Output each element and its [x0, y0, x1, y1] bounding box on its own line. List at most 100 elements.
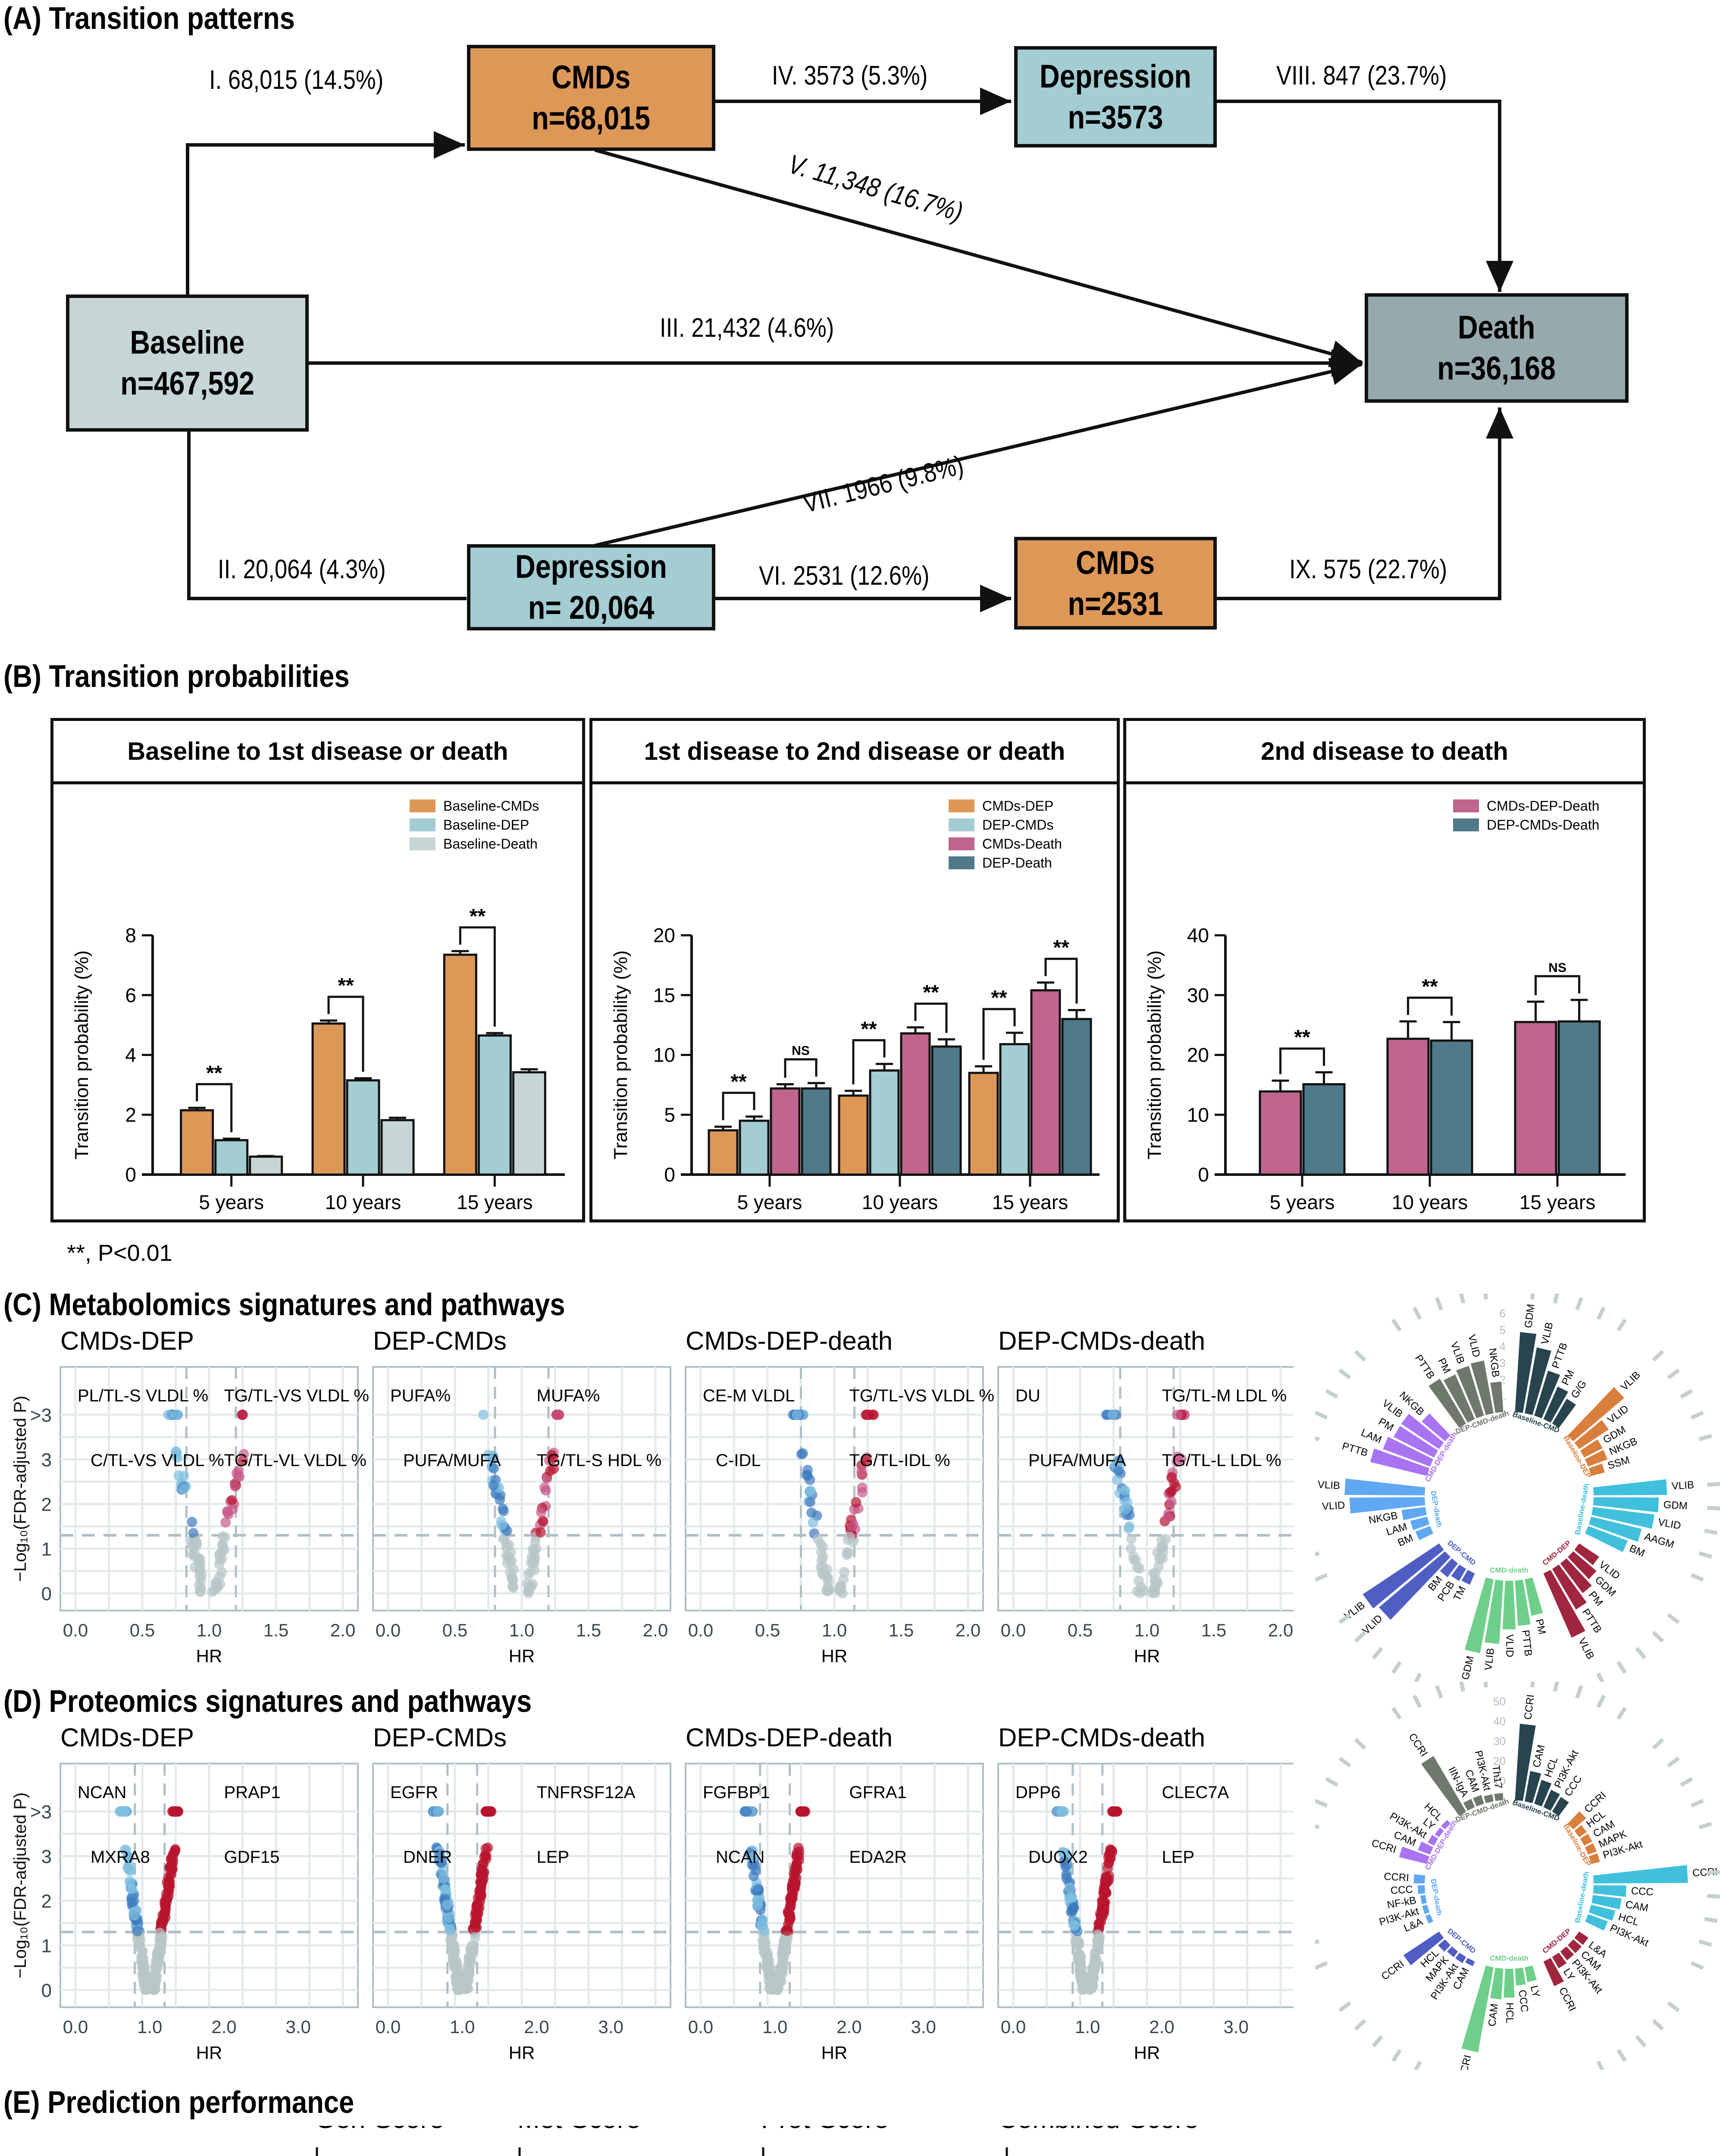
pathway-bar	[1501, 1579, 1517, 1630]
pathway-bar	[1420, 1412, 1452, 1443]
volcano-point	[168, 1848, 179, 1859]
pathway-bar	[1378, 1550, 1452, 1621]
pathway-bar	[1419, 1894, 1428, 1905]
x-tick-label: 15 years	[1519, 1191, 1595, 1213]
volcano-point	[507, 1573, 517, 1583]
volcano-point	[1128, 1554, 1139, 1565]
pathway-bar	[1442, 1373, 1476, 1424]
pathway-label: CCRI	[1557, 1985, 1578, 2013]
forest-panel-title: Met-Score	[517, 2126, 641, 2134]
legend-swatch	[949, 818, 974, 831]
pathway-bar	[1450, 1563, 1467, 1583]
edge-I	[186, 131, 465, 295]
pathway-bar	[1427, 1377, 1467, 1429]
outer-ring-dash	[1707, 1894, 1720, 1899]
bar	[380, 1119, 415, 1176]
legend-swatch	[410, 837, 435, 850]
box-count: n=467,592	[120, 365, 254, 402]
legend-swatch	[949, 799, 974, 812]
pathway-label: VLIB	[1618, 1369, 1642, 1393]
y-tick-label: 5	[664, 1103, 675, 1126]
bar	[869, 1069, 900, 1176]
significance-label: **	[730, 1070, 747, 1093]
legend-label: CMDs-Death	[982, 836, 1062, 852]
volcano-point	[179, 1483, 189, 1494]
pathway-bar	[1588, 1852, 1601, 1865]
pathway-label: PM	[1435, 1356, 1453, 1375]
x-axis-label: HR	[196, 1646, 222, 1666]
x-tick-label: 10 years	[862, 1191, 938, 1213]
volcano-annotation-label: GFRA1	[849, 1783, 907, 1802]
significance-label: **	[470, 905, 486, 928]
x-tick-label: 15 years	[457, 1191, 533, 1213]
outer-ring-dash	[1338, 1613, 1351, 1624]
significance-bracket	[1535, 975, 1580, 996]
forest-panel-title: Gen-Score	[315, 2126, 444, 2134]
significance-bracket	[982, 1008, 1016, 1060]
volcano-panel: NCAN MXRA8 PRAP1 GDF15	[60, 1763, 359, 2008]
volcano-point	[472, 1915, 482, 1926]
volcano-point	[179, 1471, 189, 1482]
volcano-title: CMDs-DEP	[60, 1725, 194, 1752]
volcano-point	[154, 1934, 165, 1945]
pathway-bar	[1573, 1824, 1588, 1839]
outer-ring-dash	[1413, 1307, 1422, 1320]
volcano-point	[808, 1517, 818, 1528]
pathway-label: CCC	[1516, 1989, 1530, 2013]
outer-ring-dash	[1483, 1682, 1488, 1688]
pathway-bar	[1454, 1951, 1467, 1965]
volcano-point	[789, 1880, 799, 1891]
volcano-panel: DPP6 DUOX2 CLEC7A LEP	[997, 1763, 1294, 2008]
x-tick-label: 0.0	[376, 2017, 401, 2037]
significance-bracket	[1407, 997, 1453, 1016]
volcano-point	[1153, 1561, 1164, 1572]
bar	[1259, 1090, 1302, 1176]
significance-label: NS	[792, 1044, 810, 1058]
pathway-label: CCRI	[1522, 1694, 1537, 1720]
outer-ring-dash	[1680, 1389, 1693, 1399]
x-tick-label: 2.0	[524, 2017, 549, 2037]
volcano-point	[445, 1925, 455, 1936]
pathway-label: CCC	[1390, 1883, 1413, 1896]
bar	[838, 1094, 869, 1176]
x-tick-label: 5 years	[737, 1191, 802, 1213]
pathway-bar	[1413, 1873, 1426, 1884]
volcano-annotation-label: MXRA8	[91, 1848, 150, 1867]
bar	[1430, 1039, 1473, 1176]
volcano-annotation-label: GDF15	[224, 1848, 280, 1867]
pathway-bar	[1573, 1542, 1601, 1567]
volcano-annotation-label: TG/TL-M LDL %	[1162, 1386, 1287, 1405]
volcano-annotation-label: PL/TL-S VLDL %	[78, 1386, 208, 1405]
volcano-title: DEP-CMDs	[373, 1725, 507, 1752]
bar	[1030, 989, 1061, 1176]
volcano-point	[777, 1969, 788, 1980]
y-tick-label: 30	[1187, 984, 1209, 1006]
y-tick-label: 2	[41, 1494, 52, 1515]
volcano-panel: CE-M VLDL C-IDL TG/TL-VS VLDL % TG/TL-IDL %	[685, 1366, 994, 1611]
volcano-point	[1087, 1968, 1097, 1979]
group-label: CMD-death	[1490, 1954, 1529, 1962]
outer-ring-dash	[1315, 1939, 1320, 1945]
pathway-label: LAM	[1359, 1427, 1383, 1446]
x-tick-label: 15 years	[992, 1191, 1068, 1213]
pathway-bar	[1566, 1938, 1583, 1955]
edge-label-II: II. 20,064 (4.3%)	[218, 555, 386, 584]
volcano-point	[779, 1950, 789, 1961]
outer-ring-dash	[1575, 1685, 1583, 1699]
significance-bracket	[1044, 958, 1078, 1004]
volcano-point	[794, 1846, 805, 1857]
volcano-point	[439, 1884, 450, 1895]
volcano-annotation-label: CLEC7A	[1162, 1783, 1229, 1802]
pathway-bar	[1566, 1550, 1598, 1581]
group-label: DEP-death	[1429, 1490, 1444, 1528]
volcano-point	[122, 1852, 132, 1863]
y-tick-label: 20	[653, 924, 675, 946]
volcano-point	[461, 1967, 472, 1978]
volcano-panel: EGFR DNER TNFRSF12A LEP	[372, 1763, 671, 2008]
volcano-point	[748, 1852, 759, 1862]
panel-b-title: (B) Transition probabilities	[3, 659, 350, 694]
volcano-point	[480, 1849, 491, 1860]
y-tick-label: 10	[1187, 1103, 1209, 1126]
pathway-bar	[1446, 1945, 1460, 1959]
pathway-label: CCRI	[1457, 2054, 1474, 2070]
